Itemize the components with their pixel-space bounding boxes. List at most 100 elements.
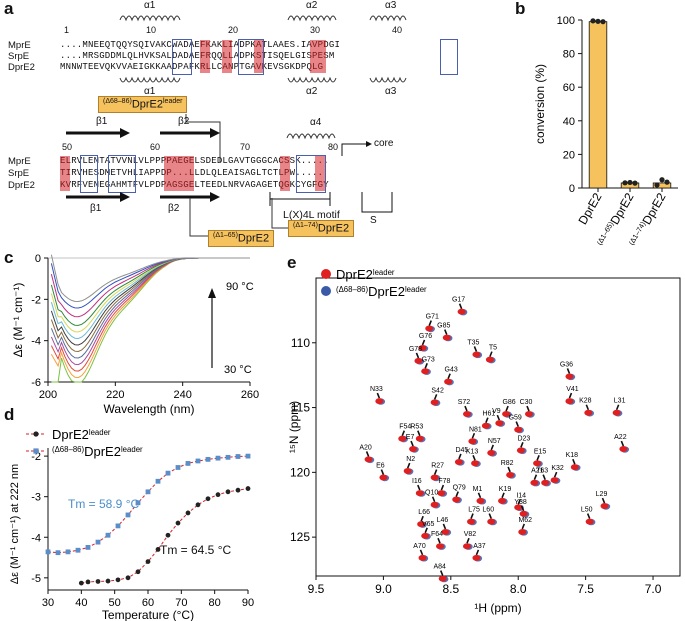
x-tick-label: 240 xyxy=(173,389,191,401)
peak-red xyxy=(364,456,373,463)
construct-tag-leader-suffix: leader xyxy=(163,98,183,105)
panel-label-e: e xyxy=(287,253,297,272)
residue-number-80: 80 xyxy=(328,142,339,152)
peak-pointer xyxy=(437,537,441,544)
helix-label-top-1: α1 xyxy=(144,0,156,11)
data-point xyxy=(135,500,141,506)
data-point xyxy=(85,545,91,550)
peak-label: V9 xyxy=(492,408,501,415)
peak-red xyxy=(438,575,447,582)
x-axis-label: ¹H (ppm) xyxy=(474,601,521,615)
data-point xyxy=(145,489,151,495)
peak-pointer xyxy=(439,570,444,576)
helix-diagram-mid xyxy=(119,76,407,83)
peak-red xyxy=(530,479,539,486)
legend-marker xyxy=(321,269,331,279)
peak-label: M1 xyxy=(473,486,483,493)
peak-red xyxy=(444,378,453,385)
peak-pointer xyxy=(488,513,493,519)
peak-label: I14 xyxy=(516,492,526,499)
peak-pointer xyxy=(586,513,591,519)
helix-diagram-alpha4 xyxy=(286,133,336,140)
peak-pointer xyxy=(485,417,489,424)
peak-red xyxy=(418,344,427,351)
peak-red xyxy=(471,460,480,467)
seq-dpre2-top: MNNWTEEVQKVVAEIGKKAADPAFKRLLCANPTGAVKEVS… xyxy=(60,62,324,72)
peak-red xyxy=(570,464,579,471)
peak-label: T5 xyxy=(489,345,497,352)
y-tick-label: -4 xyxy=(31,336,41,348)
cd-trace-80 xyxy=(50,257,250,318)
peak-red xyxy=(441,528,450,535)
data-point xyxy=(85,579,91,585)
data-point xyxy=(155,478,161,484)
data-point xyxy=(145,559,151,564)
data-point xyxy=(205,456,211,462)
peak-pointer xyxy=(428,320,432,326)
peak-red xyxy=(421,532,430,539)
peak-pointer xyxy=(572,458,576,465)
peak-red xyxy=(403,468,412,475)
data-point xyxy=(215,455,221,461)
bar-0 xyxy=(588,21,608,189)
data-point xyxy=(95,539,101,545)
construct-tag-leader-prefix: (Δ68–86) xyxy=(103,98,132,105)
y-tick-label: 125 xyxy=(290,530,310,544)
legend-label-0: DprE2leader xyxy=(336,267,395,282)
peak-red xyxy=(585,518,594,525)
peak-red xyxy=(516,447,525,454)
legend-marker xyxy=(33,431,39,437)
peak-label: V65 xyxy=(422,521,435,528)
peak-label: K28 xyxy=(579,398,592,405)
peak-pointer xyxy=(472,454,476,461)
peak-red xyxy=(415,435,424,442)
peak-label: A70 xyxy=(413,543,426,550)
peak-pointer xyxy=(568,392,573,399)
y-tick-label: 100 xyxy=(557,15,575,27)
peak-red xyxy=(619,446,628,453)
y-tick-label: -5 xyxy=(31,573,41,585)
beta-label-top-2: β2 xyxy=(178,116,190,127)
seq-name-mpre-top: MprE xyxy=(8,40,31,51)
y-axis-label: Δε (M⁻¹ cm⁻¹) at 222 nm xyxy=(9,464,21,584)
peak-red xyxy=(519,510,528,517)
peak-red xyxy=(425,325,434,332)
peak-pointer xyxy=(501,492,505,499)
peak-pointer xyxy=(458,303,463,309)
peak-label: R27 xyxy=(431,463,444,470)
peak-pointer xyxy=(424,527,428,534)
helix-coil-mid-1 xyxy=(119,76,181,83)
peak-label: M62 xyxy=(518,517,532,524)
replicate-point xyxy=(632,180,638,186)
cd-trace-90 xyxy=(50,254,250,303)
construct-tag-d74: (Δ1–74)DprE2 xyxy=(288,220,355,237)
seq-dpre2-bottom: KVRFVENEGAHMTFVLPDPAGSGELTEEDLNRVAGAGETQ… xyxy=(60,180,329,190)
peak-red xyxy=(462,411,471,418)
x-axis-label: Temperature (°C) xyxy=(102,608,194,621)
peak-pointer xyxy=(424,362,428,369)
peak-red xyxy=(502,411,511,418)
residue-number-50: 50 xyxy=(62,142,73,152)
replicate-point xyxy=(654,182,660,188)
peak-red xyxy=(584,409,593,416)
peak-pointer xyxy=(406,462,411,469)
peak-label: E7 xyxy=(406,434,415,441)
y-axis-label: Δε (M⁻¹ cm⁻¹) xyxy=(11,283,25,358)
peak-red xyxy=(506,471,515,478)
peak-red xyxy=(437,490,446,497)
peak-red xyxy=(430,399,439,406)
peak-red xyxy=(612,409,621,416)
peak-pointer xyxy=(505,405,509,412)
data-point xyxy=(165,532,171,538)
peak-label: K32 xyxy=(551,465,564,472)
peak-red xyxy=(415,490,424,497)
peak-pointer xyxy=(520,442,524,448)
peak-pointer xyxy=(585,404,590,411)
y-tick-label: -6 xyxy=(31,377,41,389)
seq-name-dpre2-bottom: DprE2 xyxy=(8,180,35,191)
x-tick-label: 7.5 xyxy=(577,582,594,596)
peak-label: G78 xyxy=(409,346,422,353)
peak-label: T35 xyxy=(467,339,479,346)
peak-label: G36 xyxy=(560,361,573,368)
